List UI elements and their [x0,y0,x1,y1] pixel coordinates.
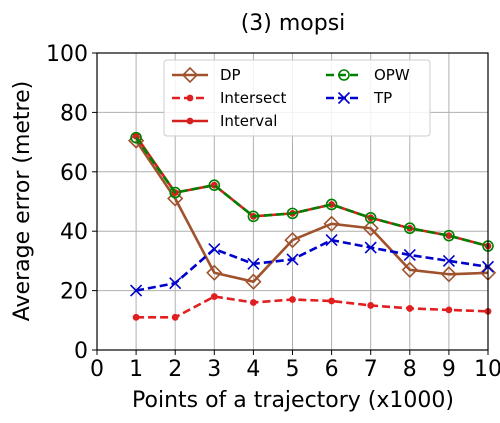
data-point-intersect [210,293,218,300]
series-line-intersect [136,295,489,319]
legend-marker-tp [337,91,351,105]
data-point-tp [364,241,377,254]
data-point-tp [208,242,221,256]
data-point-opw [247,210,260,223]
x-tick-label: 4 [246,357,260,382]
x-axis-label: Points of a trajectory (x1000) [132,388,454,413]
marker-stroke [247,257,260,270]
legend-item-interval: Interval [172,112,277,130]
marker-stroke [325,234,338,247]
legend-item-intersect: Intersect [172,89,286,107]
data-point-intersect [132,313,140,321]
x-tick-label: 6 [325,357,339,382]
legend-label-dp: DP [220,66,241,84]
x-tick-label: 5 [286,357,300,382]
y-tick-label: 100 [46,42,88,67]
data-point-dp [323,215,340,232]
x-axis-ticks: 0 1 2 3 4 5 6 7 8 9 10 [90,350,500,382]
legend-label-intersect: Intersect [220,89,286,107]
data-point-intersect [445,306,453,314]
legend-marker-dp [181,66,199,84]
legend-item-tp: TP [326,89,392,107]
series-intersect [132,293,492,321]
data-point-dp [245,273,262,290]
legend-item-dp: DP [172,66,241,84]
data-point-intersect [171,313,179,321]
marker-stroke [403,248,416,262]
x-tick-label: 3 [207,357,221,382]
marker-stroke [169,277,182,290]
marker-stroke [286,253,299,266]
x-tick-label: 8 [403,357,417,382]
legend-label-interval: Interval [220,112,277,130]
series-tp [130,234,495,297]
series-dp [127,132,497,290]
legend: DP Intersect Interval OPW TP [163,59,431,137]
marker-stroke [208,242,221,256]
data-point-dp [167,190,184,207]
y-tick-label: 20 [60,280,88,305]
legend-marker-opw [338,69,350,81]
legend-label-tp: TP [373,89,392,107]
y-tick-label: 40 [60,220,88,245]
data-point-tp [247,257,260,270]
data-point-intersect [328,297,335,305]
x-tick-label: 10 [474,357,500,382]
legend-marker-intersect [186,94,194,102]
y-tick-label: 80 [60,101,88,126]
chart-title: (3) mopsi [241,11,346,36]
marker-stroke [130,284,143,297]
series-layer [127,131,497,321]
x-tick-label: 1 [129,357,143,382]
data-point-opw [403,222,416,235]
data-point-dp [401,261,418,278]
data-point-tp [442,254,455,267]
series-line-interval [135,135,489,248]
series-line-tp [135,238,489,292]
series-line-opw [135,136,489,248]
legend-marker-interval [186,117,194,125]
y-tick-label: 0 [74,339,88,364]
series-line-dp [135,139,489,283]
data-point-intersect [367,302,375,309]
legend-box [163,59,431,137]
data-point-opw [208,179,221,191]
data-point-opw [364,212,377,224]
data-point-opw [443,229,455,242]
x-tick-label: 9 [442,357,456,382]
data-point-dp [284,231,301,249]
data-point-tp [286,253,299,266]
data-point-opw [325,198,338,211]
marker-stroke [337,91,351,105]
y-tick-label: 60 [60,161,88,186]
data-point-opw [286,207,299,220]
data-point-intersect [250,299,257,306]
x-tick-label: 2 [168,357,182,382]
data-point-opw [169,186,181,199]
marker-stroke [364,241,377,254]
data-point-opw [130,131,142,144]
legend-item-opw: OPW [326,66,410,84]
data-point-dp [440,266,458,283]
data-point-dp [362,220,379,237]
x-tick-label: 7 [364,357,378,382]
data-point-tp [325,234,338,247]
legend-label-opw: OPW [374,66,410,84]
data-point-intersect [289,296,296,303]
data-point-tp [169,277,182,290]
data-point-intersect [406,305,414,312]
x-tick-label: 0 [90,357,104,382]
marker-stroke [442,254,455,267]
data-point-dp [206,264,223,281]
y-axis-label: Average error (metre) [10,81,35,321]
y-axis-ticks: 0 20 40 60 80 100 [46,42,97,364]
data-point-tp [403,248,416,262]
data-point-tp [130,284,143,297]
